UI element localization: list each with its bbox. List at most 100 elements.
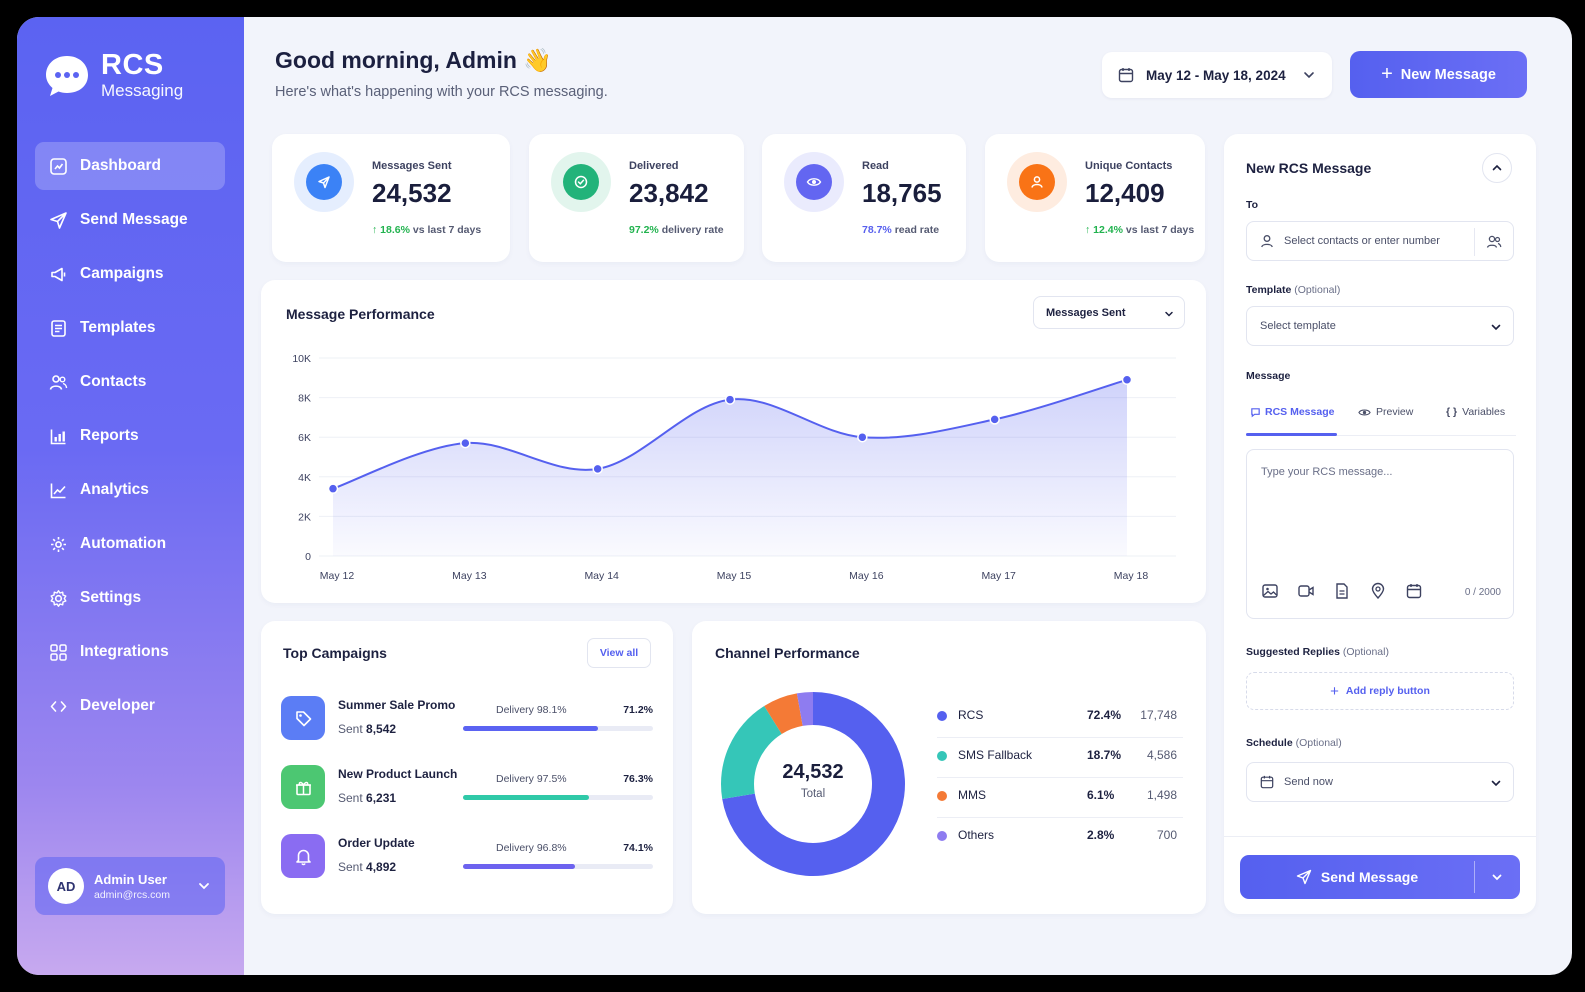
recipient-input[interactable]: Select contacts or enter number bbox=[1246, 221, 1514, 261]
send-icon bbox=[50, 211, 67, 229]
donut-total: 24,532 bbox=[782, 761, 844, 783]
message-textarea[interactable]: Type your RCS message... 0 / 2000 bbox=[1246, 449, 1514, 619]
sidebar: RCS Messaging Dashboard Send Message Campa… bbox=[17, 17, 244, 975]
tag-icon bbox=[281, 696, 325, 740]
campaign-row[interactable]: Order Update Sent 4,892 Delivery 96.8% 74.1… bbox=[281, 834, 653, 880]
sidebar-item-label: Contacts bbox=[80, 373, 147, 390]
sidebar-item-label: Settings bbox=[80, 589, 142, 606]
chevron-down-icon bbox=[1165, 311, 1173, 317]
stat-value: 24,532 bbox=[372, 178, 452, 208]
stat-value: 18,765 bbox=[862, 178, 942, 208]
donut-slice-others[interactable] bbox=[796, 692, 813, 726]
user-icon bbox=[1261, 235, 1273, 248]
campaign-progress-fill bbox=[463, 726, 599, 731]
add-reply-button[interactable]: + Add reply button bbox=[1246, 672, 1514, 710]
view-all-button[interactable]: View all bbox=[587, 638, 651, 668]
campaign-name: Summer Sale Promo bbox=[338, 698, 456, 712]
calendar-icon[interactable] bbox=[1405, 582, 1423, 600]
data-point[interactable] bbox=[327, 483, 339, 494]
legend-dot bbox=[937, 791, 947, 801]
y-tick-label: 0 bbox=[305, 551, 311, 563]
chevron-down-icon bbox=[1304, 72, 1314, 79]
campaign-delivery: Delivery 98.1% bbox=[496, 704, 567, 716]
channel-percent: 72.4% bbox=[1087, 708, 1122, 722]
campaign-sent: Sent 6,231 bbox=[338, 791, 397, 805]
dashboard-icon bbox=[50, 157, 67, 175]
video-icon[interactable] bbox=[1297, 582, 1315, 600]
stat-label: Messages Sent bbox=[372, 160, 452, 172]
location-icon[interactable] bbox=[1369, 582, 1387, 600]
channel-legend-row: MMS 6.1% 1,498 bbox=[937, 778, 1183, 818]
suggested-replies-label: Suggested Replies (Optional) bbox=[1246, 646, 1389, 658]
analytics-icon bbox=[50, 483, 66, 498]
collapse-button[interactable] bbox=[1482, 153, 1512, 183]
tab-rcs-message[interactable]: RCS Message bbox=[1250, 406, 1334, 418]
data-point[interactable] bbox=[592, 463, 603, 475]
document-icon[interactable] bbox=[1333, 582, 1351, 600]
channel-legend-row: SMS Fallback 18.7% 4,586 bbox=[937, 738, 1183, 778]
stat-trend: ↑ 18.6% vs last 7 days bbox=[372, 224, 482, 236]
campaign-row[interactable]: Summer Sale Promo Sent 8,542 Delivery 98.1… bbox=[281, 696, 653, 742]
y-tick-label: 8K bbox=[298, 393, 311, 405]
app-window: RCS Messaging Dashboard Send Message Campa… bbox=[17, 17, 1572, 975]
sidebar-item-analytics[interactable]: Analytics bbox=[35, 466, 225, 514]
sidebar-item-automation[interactable]: Automation bbox=[35, 520, 225, 568]
brand-title: RCS bbox=[101, 49, 164, 81]
sidebar-item-reports[interactable]: Reports bbox=[35, 412, 225, 460]
sidebar-item-templates[interactable]: Templates bbox=[35, 304, 225, 352]
metric-select-value: Messages Sent bbox=[1046, 306, 1126, 319]
stat-value: 12,409 bbox=[1085, 178, 1165, 208]
channel-count: 4,586 bbox=[1146, 748, 1177, 762]
performance-chart: 0 2K 4K 6K 8K 10K May 12 May 13 May 14 May 15 May … bbox=[292, 353, 1176, 582]
date-range-picker[interactable]: May 12 - May 18, 2024 bbox=[1102, 52, 1332, 98]
x-tick-label: May 15 bbox=[717, 570, 752, 582]
sidebar-item-label: Reports bbox=[80, 427, 139, 444]
gear-icon bbox=[50, 589, 67, 607]
sidebar-item-integrations[interactable]: Integrations bbox=[35, 628, 225, 676]
image-icon[interactable] bbox=[1261, 582, 1279, 600]
channel-percent: 6.1% bbox=[1087, 788, 1115, 802]
data-point[interactable] bbox=[857, 431, 868, 443]
sidebar-item-contacts[interactable]: Contacts bbox=[35, 358, 225, 406]
x-tick-label: May 18 bbox=[1114, 570, 1149, 582]
gift-icon bbox=[281, 765, 325, 809]
donut-slice-mms[interactable] bbox=[764, 693, 803, 734]
template-label: Template (Optional) bbox=[1246, 284, 1341, 296]
stat-trend: 97.2% delivery rate bbox=[629, 224, 724, 236]
user-menu[interactable]: AD Admin User admin@rcs.com bbox=[35, 857, 225, 915]
data-point[interactable] bbox=[724, 394, 736, 405]
schedule-select[interactable]: Send now bbox=[1246, 762, 1514, 802]
data-point[interactable] bbox=[460, 437, 471, 449]
campaign-name: Order Update bbox=[338, 836, 415, 850]
sidebar-item-dashboard[interactable]: Dashboard bbox=[35, 142, 225, 190]
send-message-button[interactable]: Send Message bbox=[1240, 855, 1474, 899]
data-point[interactable] bbox=[1121, 374, 1133, 386]
new-message-button[interactable]: + New Message bbox=[1350, 51, 1527, 98]
sidebar-item-label: Templates bbox=[80, 319, 156, 336]
composer-title: New RCS Message bbox=[1246, 160, 1372, 176]
campaign-row[interactable]: New Product Launch Sent 6,231 Delivery 97.… bbox=[281, 765, 653, 811]
y-tick-label: 10K bbox=[292, 353, 311, 365]
campaign-progress bbox=[463, 864, 653, 869]
message-tabs: RCS Message Preview { } Variables bbox=[1246, 396, 1516, 436]
sidebar-item-settings[interactable]: Settings bbox=[35, 574, 225, 622]
schedule-value: Send now bbox=[1284, 776, 1333, 788]
chevron-down-icon bbox=[199, 883, 209, 890]
sidebar-item-developer[interactable]: Developer bbox=[35, 682, 225, 730]
data-point[interactable] bbox=[989, 414, 1000, 425]
channel-count: 1,498 bbox=[1146, 788, 1177, 802]
send-options-button[interactable] bbox=[1474, 855, 1520, 899]
sidebar-item-send-message[interactable]: Send Message bbox=[35, 196, 225, 244]
tab-variables[interactable]: { } Variables bbox=[1446, 406, 1506, 418]
contacts-picker-icon[interactable] bbox=[1486, 234, 1502, 250]
metric-select[interactable]: Messages Sent bbox=[1033, 296, 1185, 329]
schedule-label: Schedule (Optional) bbox=[1246, 737, 1342, 749]
channel-name: Others bbox=[958, 828, 995, 842]
campaign-name: New Product Launch bbox=[338, 767, 458, 781]
eye-icon bbox=[784, 152, 844, 212]
donut-slice-rcs[interactable] bbox=[722, 692, 905, 876]
donut-slice-sms-fallback[interactable] bbox=[721, 706, 782, 799]
tab-preview[interactable]: Preview bbox=[1358, 406, 1413, 418]
template-select[interactable]: Select template bbox=[1246, 306, 1514, 346]
sidebar-item-campaigns[interactable]: Campaigns bbox=[35, 250, 225, 298]
